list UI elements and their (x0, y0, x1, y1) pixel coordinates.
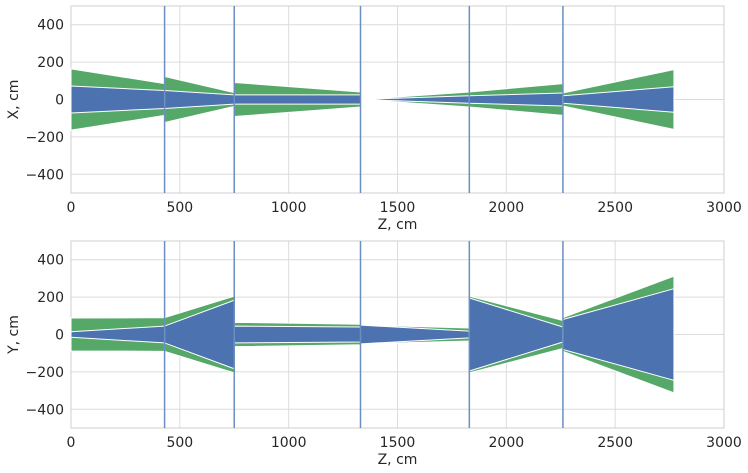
y-tick-label: −200 (26, 365, 64, 381)
y-tick-label: 0 (55, 328, 64, 344)
chart-panel-2: 0 500 1000 1500 2000 2500 3000 −400 −200 0 200 400 Z… (6, 240, 742, 468)
y-tick-label: 200 (37, 290, 64, 306)
y-tick-label: −400 (26, 167, 64, 183)
x-axis-label: Z, cm (378, 217, 418, 233)
x-tick-label: 1500 (380, 200, 416, 216)
x-tick-label: 2500 (597, 435, 633, 451)
x-tick-label: 3000 (706, 200, 742, 216)
y-tick-label: −400 (26, 402, 64, 418)
inner-envelope-segment-1 (70, 85, 166, 114)
y-tick-label: 200 (37, 55, 64, 71)
y-tick-label: −200 (26, 130, 64, 146)
y-axis-label: X, cm (6, 80, 22, 120)
x-tick-label: 2500 (597, 200, 633, 216)
chart-panel-1: 0 500 1000 1500 2000 2500 3000 −400 −200 0 200 400 Z… (6, 5, 742, 233)
x-tick-label: 1000 (271, 200, 307, 216)
inner-envelope-segment-5 (468, 92, 564, 107)
inner-envelope-segment-3 (233, 325, 361, 344)
x-tick-label: 1000 (271, 435, 307, 451)
x-tick-label: 2000 (489, 435, 525, 451)
inner-envelope-segment-3 (233, 94, 361, 105)
x-tick-label: 500 (166, 200, 193, 216)
x-tick-label: 1500 (380, 435, 416, 451)
x-axis-label: Z, cm (378, 452, 418, 468)
x-tick-label: 0 (67, 200, 76, 216)
x-tick-label: 0 (67, 435, 76, 451)
x-tick-label: 2000 (489, 200, 525, 216)
x-tick-label: 500 (166, 435, 193, 451)
y-tick-label: 400 (37, 253, 64, 269)
y-tick-label: 0 (55, 93, 64, 109)
y-axis-label: Y, cm (6, 315, 22, 355)
y-tick-label: 400 (37, 18, 64, 34)
x-tick-label: 3000 (706, 435, 742, 451)
